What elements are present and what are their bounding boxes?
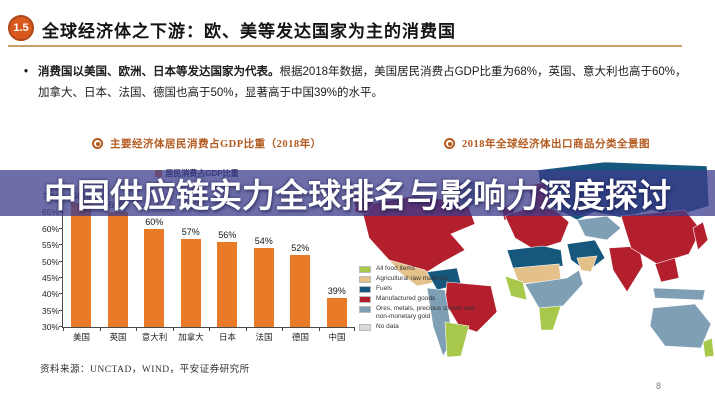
- map-legend-label: All food items: [376, 265, 416, 272]
- bullet-paragraph: • 消费国以美国、欧洲、日本等发达国家为代表。根据2018年数据，美国居民消费占…: [24, 62, 698, 104]
- bullet-target-icon: [444, 138, 455, 149]
- map-legend-item: Agricultural raw materials: [359, 275, 477, 283]
- chart-section-header: 主要经济体居民消费占GDP比重（2018年）: [92, 136, 322, 151]
- x-axis-category-label: 法国: [255, 332, 273, 342]
- x-axis-category-label: 美国: [72, 332, 90, 342]
- y-axis-tick: [59, 227, 63, 229]
- section-number-badge: 1.5: [8, 15, 34, 41]
- bar-value-label: 39%: [327, 285, 346, 296]
- title-underline: [8, 45, 682, 47]
- map-legend-item: Manufactured goods: [359, 295, 477, 303]
- bar-意大利: [144, 228, 165, 327]
- y-axis-tick: [59, 260, 63, 262]
- x-axis-tick: [63, 327, 64, 331]
- x-axis-category-label: 日本: [218, 332, 236, 342]
- x-axis-tick: [282, 327, 283, 331]
- headline-overlay-text: 中国供应链实力全球排名与影响力深度探讨: [44, 177, 671, 214]
- bar-value-label: 60%: [145, 216, 164, 227]
- map-legend-label: Manufactured goods: [376, 295, 436, 302]
- bar-日本: [217, 241, 238, 327]
- x-axis-category-label: 英国: [109, 332, 127, 342]
- y-axis-tick-label: 60%: [41, 223, 59, 234]
- map-legend-swatch-icon: [359, 296, 371, 303]
- page-title: 全球经济体之下游：欧、美等发达国家为主的消费国: [42, 22, 456, 41]
- bar-加拿大: [180, 238, 201, 327]
- x-axis-category-label: 中国: [328, 332, 346, 342]
- map-legend-label: Ores, metals, precious stones and non-mo…: [376, 305, 475, 320]
- bar-value-label: 56%: [218, 229, 237, 240]
- map-legend-swatch-icon: [359, 306, 371, 313]
- x-axis-tick: [318, 327, 320, 331]
- headline-overlay-banner: 中国供应链实力全球排名与影响力深度探讨: [0, 170, 715, 216]
- map-legend-swatch-icon: [359, 324, 371, 331]
- y-axis-tick-label: 50%: [41, 256, 59, 267]
- page-number: 8: [656, 381, 662, 391]
- map-section-title: 2018年全球经济体出口商品分类全景图: [462, 139, 650, 150]
- y-axis-tick: [59, 293, 63, 295]
- map-section-header: 2018年全球经济体出口商品分类全景图: [444, 136, 650, 151]
- y-axis-tick: [59, 309, 63, 311]
- bar-value-label: 57%: [181, 226, 200, 237]
- x-axis-category-label: 德国: [291, 332, 309, 342]
- bar-value-label: 54%: [254, 236, 273, 247]
- x-axis-tick: [209, 327, 210, 331]
- x-axis-category-label: 意大利: [141, 332, 168, 342]
- bullet-body-text: 根据2018年数据，美国居民消费占GDP比重为68%，英国、意大利也高于60%，…: [38, 66, 687, 99]
- map-legend-item: All food items: [359, 265, 477, 273]
- map-legend-item: Fuels: [359, 285, 477, 293]
- y-axis-tick: [59, 276, 63, 278]
- x-axis-tick: [172, 327, 174, 331]
- chart-section-title: 主要经济体居民消费占GDP比重（2018年）: [110, 139, 322, 150]
- x-axis-tick: [354, 327, 355, 331]
- map-legend: All food items Agricultural raw materials…: [359, 265, 477, 333]
- map-legend-label: Fuels: [376, 285, 392, 292]
- bar-value-label: 52%: [291, 242, 310, 253]
- map-legend-swatch-icon: [359, 266, 371, 273]
- map-legend-swatch-icon: [359, 286, 371, 293]
- y-axis-tick-label: 55%: [41, 240, 59, 251]
- bullet-lead-text: 消费国以美国、欧洲、日本等发达国家为代表。: [38, 66, 280, 78]
- x-axis-category-label: 加拿大: [178, 332, 204, 342]
- x-axis-tick: [136, 327, 137, 331]
- map-legend-item: Ores, metals, precious stones and non-mo…: [359, 305, 477, 321]
- y-axis-tick-label: 45%: [41, 272, 59, 283]
- bar-德国: [290, 254, 311, 327]
- y-axis-tick: [59, 326, 63, 327]
- bar-法国: [253, 248, 274, 327]
- map-legend-swatch-icon: [359, 276, 371, 283]
- y-axis-tick-label: 35%: [41, 305, 59, 316]
- y-axis-tick-label: 40%: [41, 289, 59, 300]
- source-note: 资料来源：UNCTAD，WIND，平安证券研究所: [40, 365, 250, 375]
- map-legend-label: No data: [376, 323, 399, 330]
- map-legend-item: No data: [359, 323, 477, 331]
- bar-美国: [71, 202, 92, 327]
- y-axis-tick-label: 30%: [41, 322, 59, 332]
- bar-中国: [326, 297, 347, 327]
- x-axis-tick: [99, 327, 101, 331]
- x-axis-tick: [245, 327, 247, 331]
- map-legend-label: Agricultural raw materials: [376, 275, 449, 282]
- bullet-target-icon: [92, 138, 103, 149]
- y-axis-tick: [59, 244, 63, 246]
- bullet-dot: •: [24, 66, 29, 78]
- bar-英国: [107, 212, 128, 327]
